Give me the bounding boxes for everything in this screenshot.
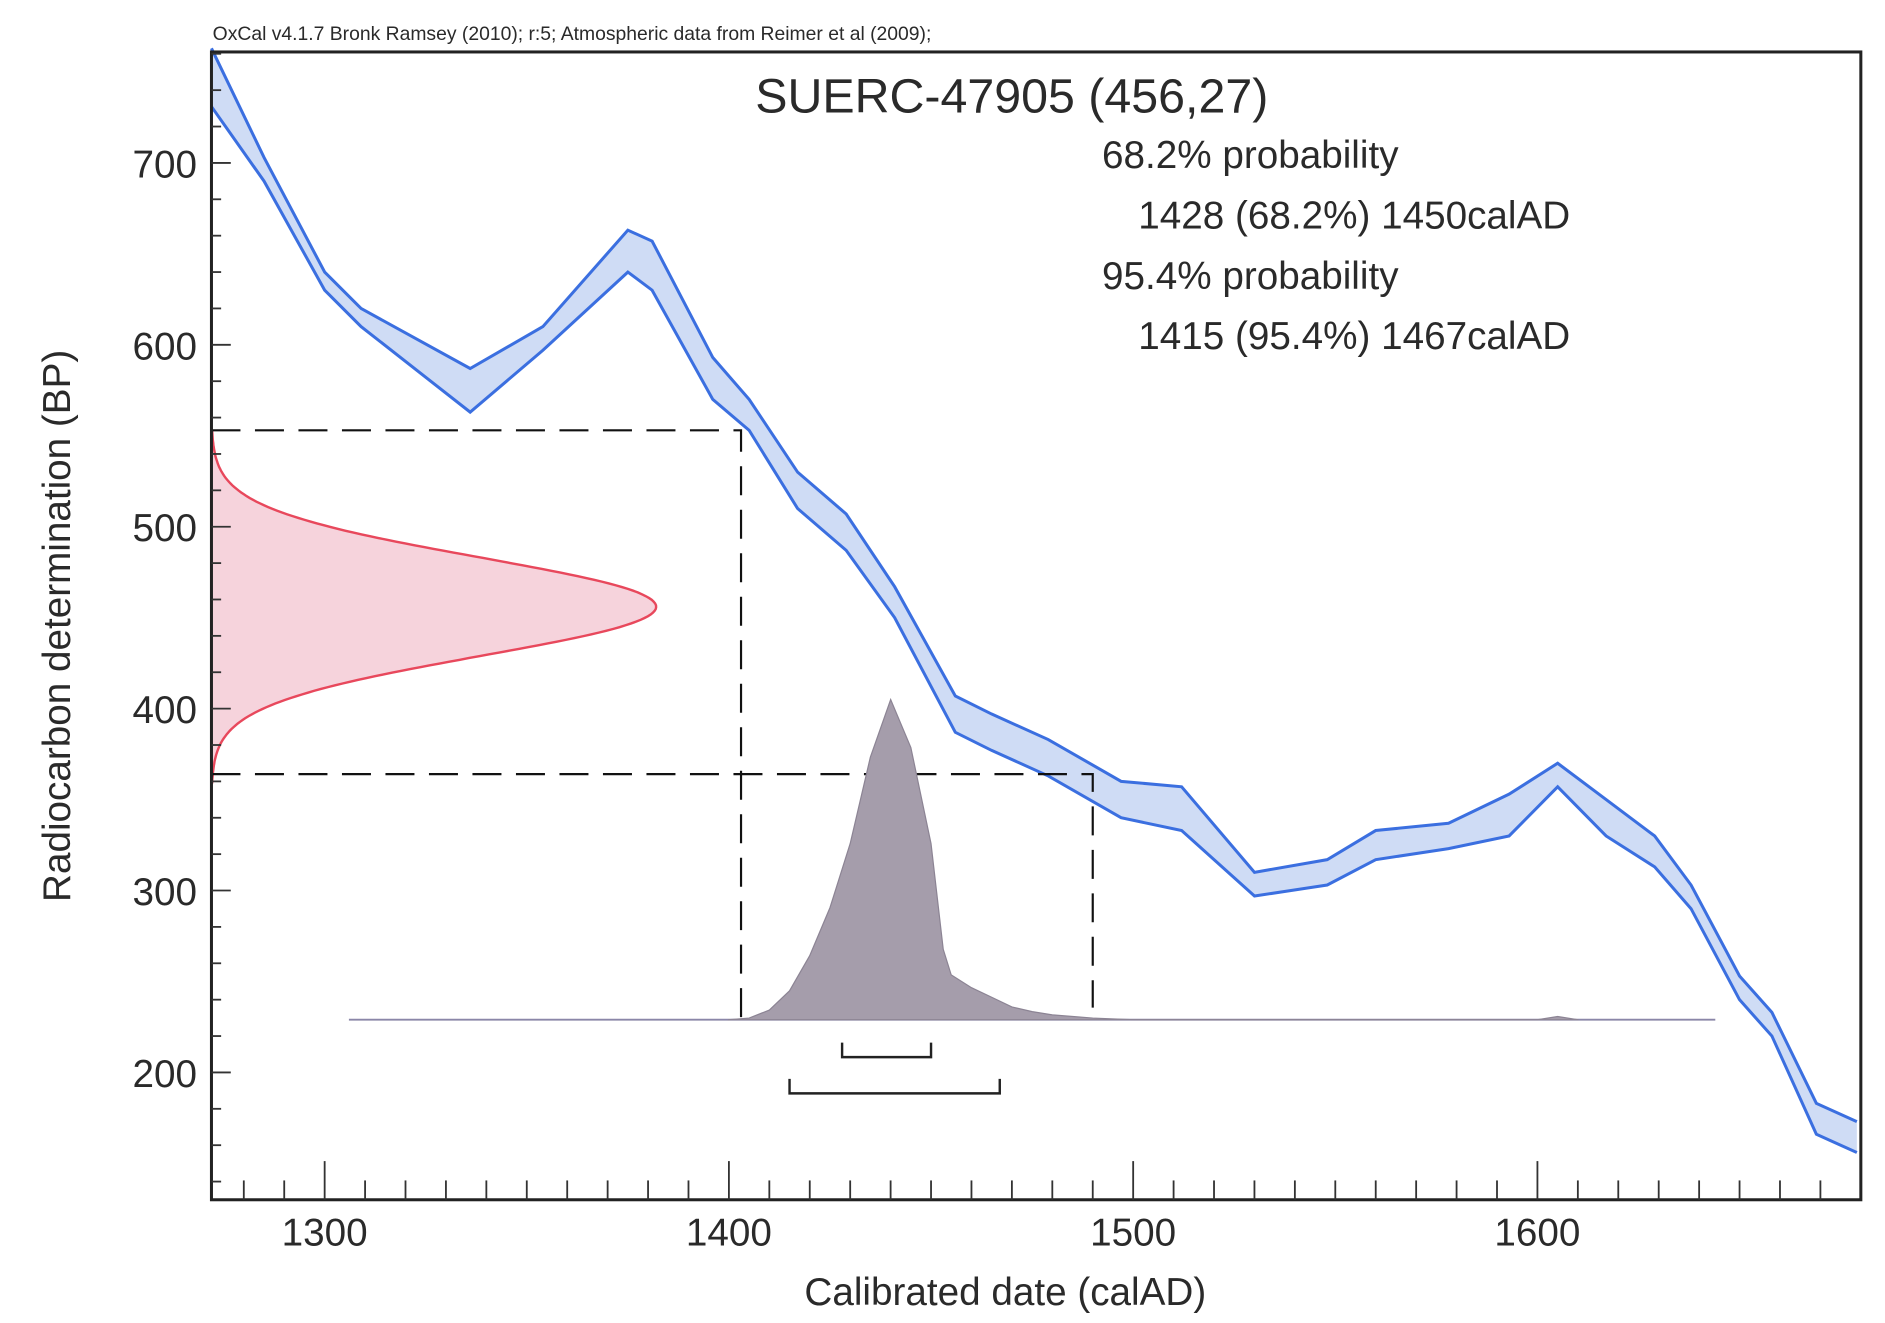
range-68-bracket [840, 1042, 933, 1059]
x-tick-label: 1600 [1494, 1212, 1580, 1255]
y-tick-label: 200 [132, 1053, 197, 1096]
calibration-curve-lower [210, 105, 1858, 1154]
y-tick-label: 600 [132, 325, 197, 368]
y-tick-label: 300 [132, 871, 197, 914]
range-95-upper-dashed-line [211, 429, 743, 1020]
annotation-95-heading: 95.4% probability [1102, 255, 1399, 298]
y-tick-label: 700 [132, 143, 197, 186]
software-header: OxCal v4.1.7 Bronk Ramsey (2010); r:5; A… [213, 24, 932, 45]
chart-title: SUERC-47905 (456,27) [755, 69, 1268, 123]
range-95-lower-dashed-line [211, 773, 1094, 1008]
axes: 1300 1400 1500 1600 200 300 400 500 600 700 [132, 52, 1822, 1255]
x-tick-label: 1400 [686, 1212, 772, 1255]
plot-area [210, 47, 1858, 1154]
posterior-distribution [727, 697, 1579, 1021]
y-axis-label: Radiocarbon determination (BP) [36, 350, 79, 902]
measurement-distribution-line [210, 430, 658, 784]
y-tick-label: 500 [132, 507, 197, 550]
x-tick-label: 1500 [1090, 1212, 1176, 1255]
measurement-distribution-fill [211, 430, 657, 784]
x-axis-label: Calibrated date (calAD) [804, 1271, 1206, 1314]
annotation-68-heading: 68.2% probability [1102, 134, 1399, 177]
y-tick-label: 400 [132, 689, 197, 732]
plot-frame [209, 50, 1863, 1202]
x-tick-label: 1300 [282, 1212, 368, 1255]
annotation-95-range: 1415 (95.4%) 1467calAD [1138, 315, 1570, 358]
calibration-curve-upper [210, 47, 1858, 1123]
range-95-bracket [788, 1078, 1001, 1095]
annotation-68-range: 1428 (68.2%) 1450calAD [1138, 194, 1570, 237]
